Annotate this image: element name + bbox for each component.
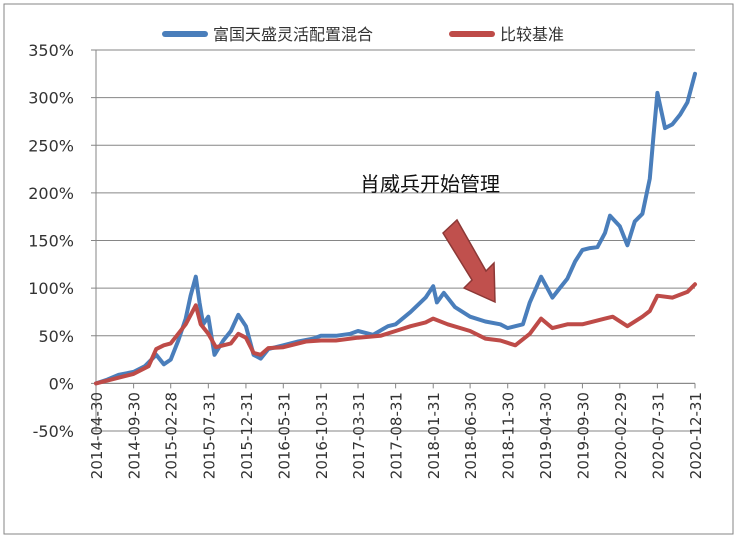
x-tick-label: 2018-06-30 bbox=[462, 392, 480, 479]
x-tick-label: 2015-02-28 bbox=[163, 392, 181, 479]
annotation: 肖威兵开始管理 bbox=[360, 172, 500, 304]
series-layer bbox=[94, 71, 697, 386]
legend-label-benchmark: 比较基准 bbox=[500, 25, 564, 44]
legend-label-fund: 富国天盛灵活配置混合 bbox=[213, 25, 373, 44]
x-tick-label: 2020-02-29 bbox=[612, 392, 630, 479]
x-tick-label: 2019-09-30 bbox=[574, 392, 592, 479]
axis-layer: 350% 300% 250% 200% 150% 100% 50% 0% -50% 2014-04… bbox=[28, 41, 705, 479]
x-tick-label: 2015-07-31 bbox=[200, 392, 218, 479]
y-tick-label: 200% bbox=[28, 184, 74, 203]
grid-layer bbox=[96, 49, 695, 432]
y-tick-label: 100% bbox=[28, 279, 74, 298]
annotation-arrow bbox=[442, 218, 496, 304]
x-tick-label: 2017-03-31 bbox=[350, 392, 368, 479]
x-tick-label: 2020-07-31 bbox=[649, 392, 667, 479]
y-tick-label: 250% bbox=[28, 136, 74, 155]
annotation-text: 肖威兵开始管理 bbox=[360, 172, 500, 196]
x-tick-label: 2018-01-31 bbox=[425, 392, 443, 479]
series-line-fund bbox=[94, 71, 697, 386]
x-tick-label: 2014-09-30 bbox=[126, 392, 144, 479]
x-tick-label: 2014-04-30 bbox=[88, 392, 106, 479]
y-tick-label: -50% bbox=[33, 422, 74, 441]
y-tick-label: 300% bbox=[28, 89, 74, 108]
x-tick-label: 2015-12-31 bbox=[238, 392, 256, 479]
series-line-benchmark bbox=[94, 282, 697, 386]
y-tick-label: 350% bbox=[28, 41, 74, 60]
x-tick-label: 2020-12-31 bbox=[687, 392, 705, 479]
x-tick-label: 2018-11-30 bbox=[500, 392, 518, 479]
chart-border bbox=[3, 3, 734, 535]
y-tick-label: 50% bbox=[38, 327, 74, 346]
x-tick-label: 2016-05-31 bbox=[275, 392, 293, 479]
y-tick-label: 0% bbox=[49, 374, 74, 393]
x-tick-label: 2017-08-31 bbox=[388, 392, 406, 479]
legend: 富国天盛灵活配置混合 比较基准 bbox=[162, 25, 564, 44]
x-tick-label: 2016-10-31 bbox=[313, 392, 331, 479]
x-tick-label: 2019-04-30 bbox=[537, 392, 555, 479]
y-tick-label: 150% bbox=[28, 232, 74, 251]
